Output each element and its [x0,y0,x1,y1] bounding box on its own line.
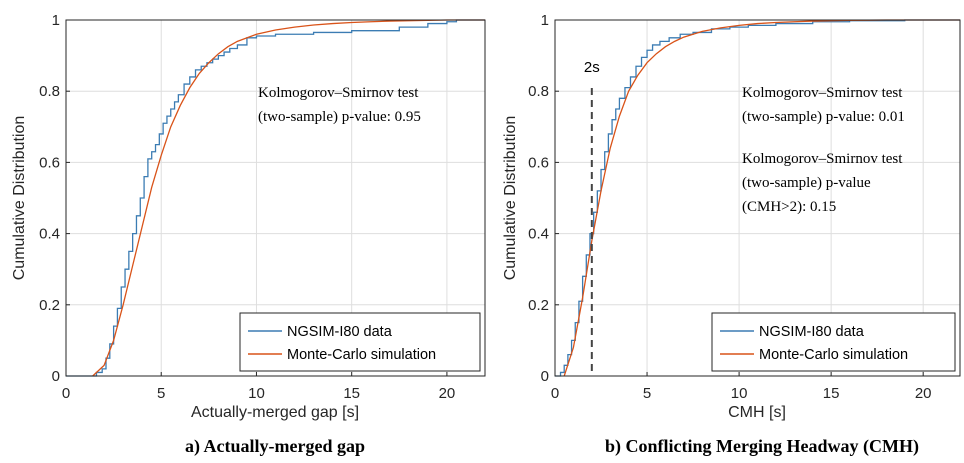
y-tick-label: 0.8 [39,83,60,100]
legend-entry: Monte-Carlo simulation [759,347,908,363]
y-tick-label: 1 [541,12,549,29]
ks-test-annotation: (two-sample) p-value: 0.95 [258,109,421,125]
legend-box [711,312,956,372]
y-tick-label: 0.4 [39,226,60,243]
y-tick-label: 0.6 [528,154,549,171]
x-tick-label: 10 [248,385,265,402]
ks-test-annotation-cmh: Kolmogorov–Smirnov test [742,151,903,167]
x-tick-label: 15 [823,385,840,402]
ks-test-annotation: (two-sample) p-value: 0.01 [742,109,905,125]
subfigure-caption: b) Conflicting Merging Headway (CMH) [605,436,919,457]
y-tick-label: 0.2 [39,297,60,314]
series-line-simulation [92,19,485,377]
x-tick-label: 0 [551,385,559,402]
legend-box [239,312,481,372]
series-line-data [555,19,960,377]
y-tick-label: 0 [52,368,60,385]
x-tick-label: 20 [439,385,456,402]
x-axis-label: Actually-merged gap [s] [191,404,359,421]
x-tick-label: 10 [731,385,748,402]
legend-entry: Monte-Carlo simulation [287,347,436,363]
legend-entry: NGSIM-I80 data [759,324,865,340]
x-tick-label: 15 [343,385,360,402]
y-tick-label: 1 [52,12,60,29]
x-tick-label: 5 [157,385,165,402]
y-tick-label: 0 [541,368,549,385]
x-axis-label: CMH [s] [728,404,786,421]
threshold-label: 2s [584,59,600,76]
axes-box [554,19,961,377]
y-axis-label: Cumulative Distribution [502,116,519,281]
y-tick-label: 0.8 [528,83,549,100]
ks-test-annotation-cmh: (two-sample) p-value [742,175,871,191]
ks-test-annotation-cmh: (CMH>2): 0.15 [742,199,836,215]
axes-box [65,19,486,377]
ks-test-annotation: Kolmogorov–Smirnov test [258,85,419,101]
x-tick-label: 20 [915,385,932,402]
x-tick-label: 0 [62,385,70,402]
legend-entry: NGSIM-I80 data [287,324,393,340]
subfigure-caption: a) Actually-merged gap [185,436,365,457]
series-line-data [66,19,485,377]
ks-test-annotation: Kolmogorov–Smirnov test [742,85,903,101]
y-tick-label: 0.2 [528,297,549,314]
y-tick-label: 0.6 [39,154,60,171]
y-axis-label: Cumulative Distribution [11,116,28,281]
y-tick-label: 0.4 [528,226,549,243]
x-tick-label: 5 [643,385,651,402]
